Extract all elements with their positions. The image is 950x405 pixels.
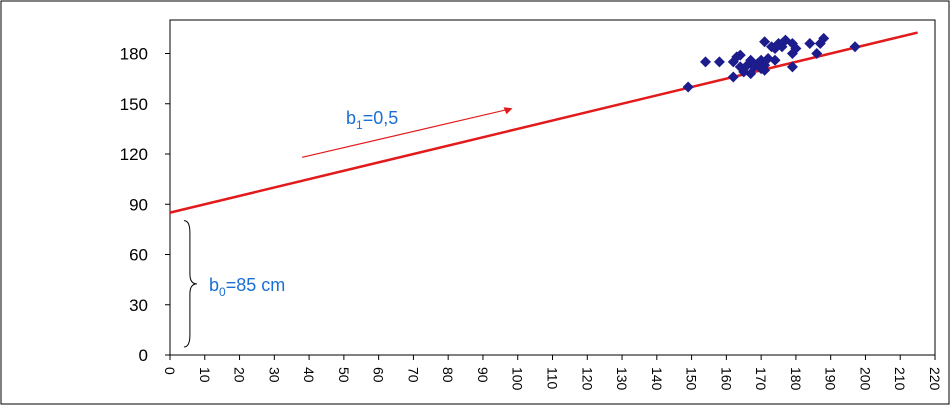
x-tick-label-7: 70: [405, 367, 421, 383]
intercept-brace: [183, 220, 197, 348]
data-point-0-28: [786, 61, 798, 73]
slope-arrow-head: [503, 107, 513, 115]
y-tick-label-3: 90: [129, 195, 148, 214]
data-point-0-18: [759, 64, 771, 76]
x-tick-label-5: 50: [336, 367, 352, 383]
x-tick-label-20: 200: [857, 367, 873, 391]
intercept-label-value: =85 cm: [226, 275, 286, 295]
x-tick-label-6: 60: [371, 367, 387, 383]
data-point-0-34: [818, 32, 830, 44]
data-point-0-16: [759, 36, 771, 48]
y-tick-label-2: 60: [129, 246, 148, 265]
x-tick-label-15: 150: [684, 367, 700, 391]
x-tick-label-18: 180: [788, 367, 804, 391]
intercept-label: b0=85 cm: [209, 275, 285, 299]
x-tick-label-12: 120: [579, 367, 595, 391]
x-tick-label-10: 100: [510, 367, 526, 391]
data-point-0-31: [804, 37, 816, 49]
y-tick-label-5: 150: [120, 95, 148, 114]
data-point-0-1: [700, 56, 711, 68]
slope-label-b: b: [346, 108, 356, 128]
y-tick-label-4: 120: [120, 145, 148, 164]
x-tick-label-9: 90: [475, 367, 491, 383]
intercept-label-b: b: [209, 275, 219, 295]
y-tick-label-0: 0: [139, 346, 148, 365]
intercept-label-subscript: 0: [219, 285, 226, 299]
x-tick-label-17: 170: [753, 367, 769, 391]
x-tick-label-19: 190: [823, 367, 839, 391]
x-tick-label-11: 110: [545, 367, 561, 390]
data-point-0-32: [811, 48, 823, 59]
slope-arrow-line: [302, 108, 511, 158]
y-tick-label-6: 180: [120, 45, 148, 64]
slope-label: b1=0,5: [346, 108, 398, 132]
data-point-0-30: [790, 42, 802, 54]
x-tick-label-3: 30: [266, 367, 282, 383]
y-tick-label-1: 30: [129, 296, 148, 315]
x-tick-label-21: 210: [892, 367, 908, 391]
data-point-0-21: [769, 54, 781, 66]
slope-label-value: =0,5: [363, 108, 399, 128]
x-tick-label-13: 130: [614, 367, 630, 391]
x-tick-label-2: 20: [232, 367, 248, 383]
data-point-0-35: [849, 41, 861, 53]
x-tick-label-4: 40: [301, 367, 317, 383]
data-point-0-6: [734, 49, 746, 61]
data-point-0-2: [713, 56, 725, 68]
x-tick-label-14: 140: [649, 367, 665, 391]
x-tick-label-1: 10: [197, 367, 213, 383]
x-tick-label-22: 220: [927, 367, 943, 391]
x-tick-label-0: 0: [162, 367, 178, 375]
x-tick-label-8: 80: [440, 367, 456, 383]
data-point-0-3: [727, 71, 739, 83]
slope-label-subscript: 1: [356, 118, 363, 132]
data-point-0-0: [682, 81, 694, 93]
x-tick-label-16: 160: [718, 367, 734, 391]
